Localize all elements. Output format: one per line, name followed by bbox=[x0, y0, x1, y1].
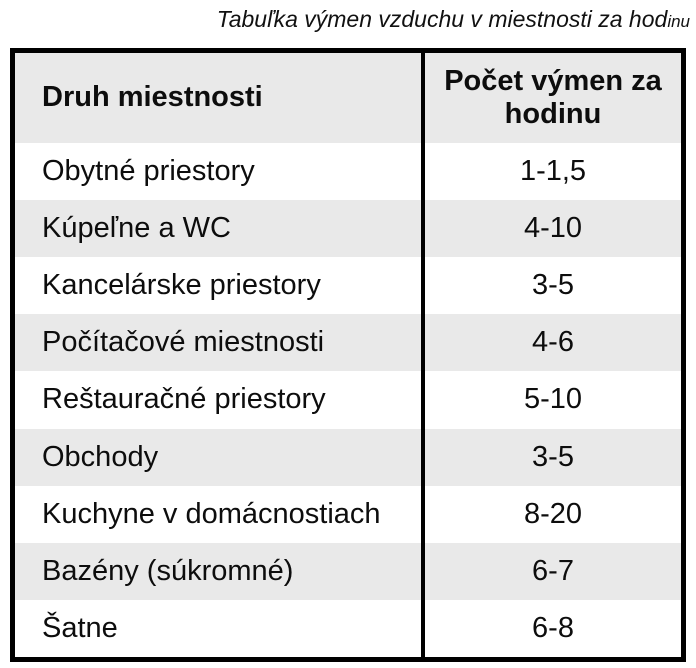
room-type-cell: Obytné priestory bbox=[15, 143, 425, 201]
table-row: Šatne 6-8 bbox=[15, 599, 681, 657]
exchange-value-cell: 1-1,5 bbox=[519, 155, 587, 188]
table-row: Kuchyne v domácnostiach 8-20 bbox=[15, 485, 681, 543]
table-row: Počítačové miestnosti 4-6 bbox=[15, 314, 681, 372]
table-row: Kúpeľne a WC 4-10 bbox=[15, 200, 681, 258]
room-type-cell: Počítačové miestnosti bbox=[15, 314, 425, 372]
room-type-cell: Reštauračné priestory bbox=[15, 371, 425, 429]
table-title: Tabuľka výmen vzduchu v miestnosti za ho… bbox=[0, 4, 690, 37]
table-row: Kancelárske priestory 3-5 bbox=[15, 257, 681, 315]
room-type-cell: Kúpeľne a WC bbox=[15, 200, 425, 258]
table-row: Obytné priestory 1-1,5 bbox=[15, 143, 681, 201]
table-row: Reštauračné priestory 5-10 bbox=[15, 371, 681, 429]
exchange-value-cell: 3-5 bbox=[532, 269, 574, 302]
table-row: Obchody 3-5 bbox=[15, 428, 681, 486]
exchange-value-cell: 3-5 bbox=[532, 440, 574, 473]
exchange-value-cell: 4-6 bbox=[532, 326, 574, 359]
table-title-main: Tabuľka výmen vzduchu v miestnosti za ho… bbox=[216, 6, 668, 32]
air-exchange-table: Druh miestnosti Počet výmen za hodinu Ob… bbox=[10, 48, 686, 662]
table-row: Bazény (súkromné) 6-7 bbox=[15, 542, 681, 600]
room-type-cell: Kuchyne v domácnostiach bbox=[15, 485, 425, 543]
header-room-type: Druh miestnosti bbox=[15, 53, 425, 143]
header-exchanges-per-hour: Počet výmen za hodinu bbox=[444, 64, 662, 130]
room-type-cell: Bazény (súkromné) bbox=[15, 542, 425, 600]
room-type-cell: Obchody bbox=[15, 428, 425, 486]
table-header-row: Druh miestnosti Počet výmen za hodinu bbox=[15, 53, 681, 143]
exchange-value-cell: 4-10 bbox=[523, 212, 583, 245]
exchange-value-cell: 6-7 bbox=[532, 554, 574, 587]
room-type-cell: Šatne bbox=[15, 599, 425, 657]
exchange-value-cell: 5-10 bbox=[523, 383, 583, 416]
room-type-cell: Kancelárske priestory bbox=[15, 257, 425, 315]
table-title-suffix: inu bbox=[667, 12, 690, 31]
exchange-value-cell: 6-8 bbox=[532, 611, 574, 644]
exchange-value-cell: 8-20 bbox=[523, 497, 583, 530]
